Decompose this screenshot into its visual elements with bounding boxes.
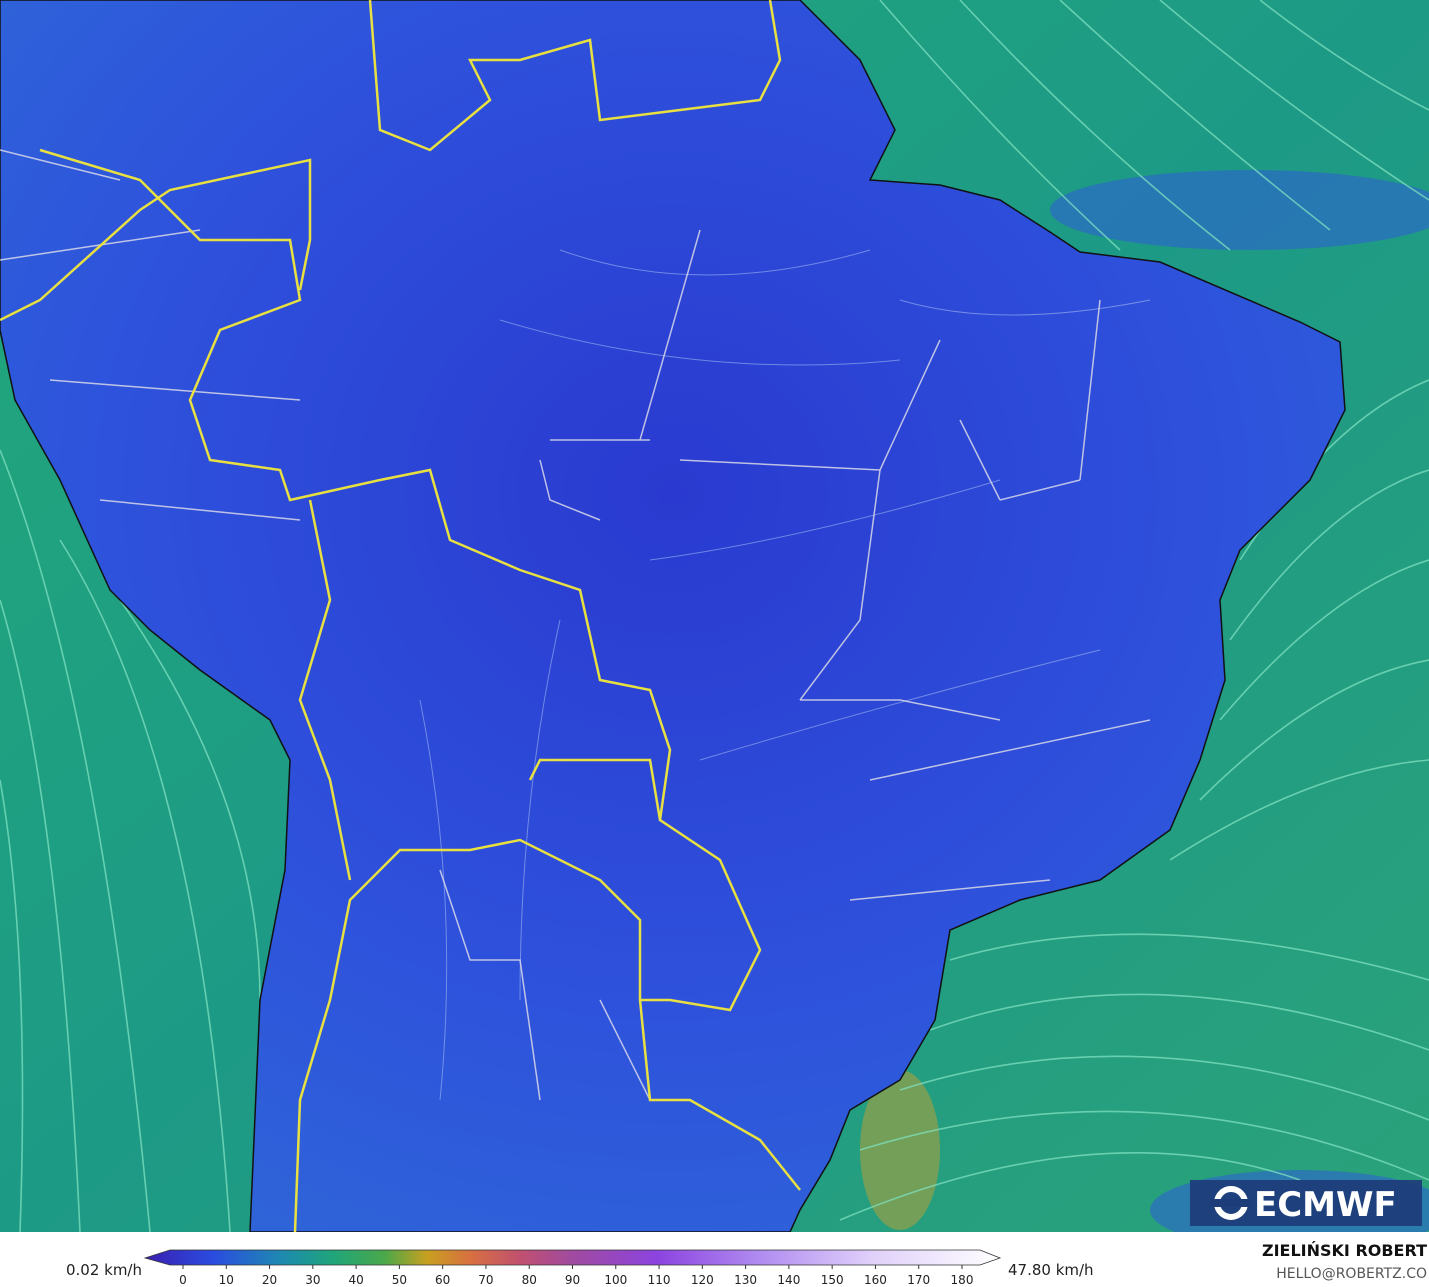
logo: ECMWF	[1190, 1180, 1422, 1226]
colorbar-max-label: 47.80 km/h	[1008, 1261, 1094, 1279]
borders	[0, 0, 1151, 1233]
colorbar-tick-label: 160	[864, 1273, 887, 1287]
logo-icon-cut	[1210, 1199, 1252, 1207]
credit-email: HELLO@ROBERTZ.CO	[1276, 1266, 1427, 1282]
colorbar-tick-label: 120	[691, 1273, 714, 1287]
colorbar: 0.02 km/h 47.80 km/h ZIELIŃSKI ROBERT HE…	[0, 1232, 1429, 1287]
colorbar-min-label: 0.02 km/h	[66, 1261, 142, 1279]
colorbar-tick-label: 110	[648, 1273, 671, 1287]
colorbar-tick-label: 20	[262, 1273, 277, 1287]
credit-author: ZIELIŃSKI ROBERT	[1262, 1241, 1427, 1260]
colorbar-tick-label: 80	[522, 1273, 537, 1287]
colorbar-tick-label: 150	[821, 1273, 844, 1287]
wind-patch	[1050, 170, 1429, 250]
colorbar-tick-label: 40	[348, 1273, 363, 1287]
colorbar-tick-label: 130	[734, 1273, 757, 1287]
colorbar-bar	[143, 1249, 1002, 1266]
logo-text: ECMWF	[1254, 1185, 1397, 1225]
colorbar-tick-label: 30	[305, 1273, 320, 1287]
colorbar-tick-label: 100	[604, 1273, 627, 1287]
colorbar-tick-label: 180	[951, 1273, 974, 1287]
colorbar-tick-label: 90	[565, 1273, 580, 1287]
colorbar-tick-label: 50	[392, 1273, 407, 1287]
colorbar-tick-label: 0	[179, 1273, 187, 1287]
colorbar-tick-label: 60	[435, 1273, 450, 1287]
colorbar-tick-label: 70	[478, 1273, 493, 1287]
colorbar-tick-label: 10	[219, 1273, 234, 1287]
colorbar-tick-label: 170	[907, 1273, 930, 1287]
continent	[0, 0, 1346, 1233]
map: ECMWF	[0, 0, 1429, 1250]
colorbar-tick-label: 140	[777, 1273, 800, 1287]
land-streamlines	[419, 249, 1151, 1101]
ocean-streamlines	[0, 0, 1429, 1233]
